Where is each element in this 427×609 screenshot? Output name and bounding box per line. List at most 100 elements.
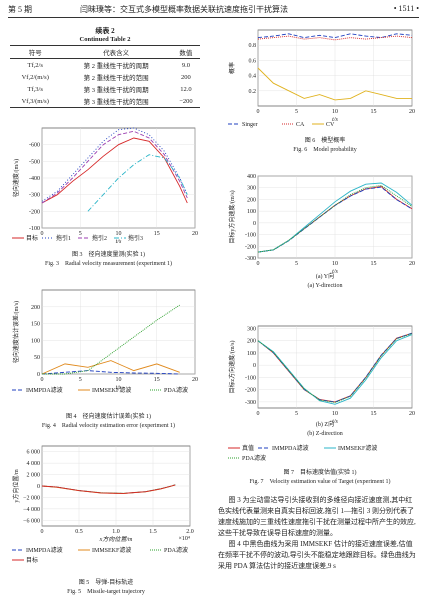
y-tick-label: 400 bbox=[247, 174, 256, 180]
table-block: 续表 2 Continued Table 2 符号 代表含义 数值 Tf,2/s 第 2… bbox=[10, 26, 200, 108]
table-cell: Tf,2/s bbox=[27, 61, 43, 69]
figure-caption: (a) Y向 bbox=[316, 272, 334, 280]
y-tick-label: -100 bbox=[29, 226, 40, 232]
x-axis-label: t/s bbox=[332, 117, 338, 123]
x-tick-label: 0 bbox=[257, 261, 260, 267]
y-tick-label: 200 bbox=[31, 305, 40, 311]
series-line bbox=[41, 370, 180, 375]
y-tick-label: 0.6 bbox=[249, 58, 257, 64]
x-tick-label: 15 bbox=[154, 231, 160, 237]
y-tick-label: -600 bbox=[29, 143, 40, 149]
table-cell: 9.0 bbox=[181, 61, 190, 69]
figure-caption-en: Fig. 7 Velocity estimation value of Targ… bbox=[250, 478, 391, 485]
y-tick-label: -200 bbox=[29, 209, 40, 215]
figure-caption: 图 3 径向速度量测(实验 1) bbox=[72, 250, 145, 258]
figure-caption: 图 5 导弹-目标轨迹 bbox=[79, 578, 134, 586]
series-line bbox=[42, 304, 180, 375]
y-tick-label: 300 bbox=[247, 326, 256, 332]
legend-label: Singer bbox=[242, 122, 258, 128]
series-line bbox=[257, 33, 413, 39]
y-tick-label: -300 bbox=[245, 400, 256, 406]
y-tick-label: 0 bbox=[253, 221, 256, 227]
x-tick-label: 15 bbox=[371, 261, 377, 267]
paragraph: 图 4 中黑色曲线为采用 IMMSEKF 估计的接近速度误差,估值在频率干扰不停… bbox=[218, 540, 416, 570]
table-row: Vf,3/(m/s) 第 3 重线性干扰的范围 −200 bbox=[10, 95, 200, 108]
y-tick-label: 0.2 bbox=[249, 89, 257, 95]
legend-label: CA bbox=[296, 122, 305, 128]
y-tick-label: 100 bbox=[247, 209, 256, 215]
y-axis-label: 目标y方向速度/(m/s) bbox=[228, 190, 236, 243]
x-tick-label: 20 bbox=[192, 377, 198, 383]
legend-label: 真值 bbox=[242, 444, 254, 452]
table-cell: 200 bbox=[181, 73, 191, 81]
x-tick-label: 10 bbox=[116, 231, 122, 237]
legend-label: 目标 bbox=[26, 234, 38, 242]
y-axis-label: 概率 bbox=[228, 62, 236, 74]
legend-label: PDA滤波 bbox=[164, 386, 188, 394]
x-tick-label: 20 bbox=[409, 109, 415, 115]
y-tick-label: 0.4 bbox=[249, 74, 257, 80]
figure-caption: 图 6 模型概率 bbox=[305, 136, 346, 144]
series-line bbox=[41, 484, 176, 494]
table-cell: Tf,3/s bbox=[27, 85, 43, 93]
x-tick-label: 20 bbox=[409, 261, 415, 267]
table-header-cell: 数值 bbox=[179, 50, 193, 57]
y-tick-label: 0 bbox=[253, 363, 256, 369]
y-tick-label: −4 000 bbox=[23, 507, 40, 513]
body-text: 图 3 为尘动雷达导引头接收到的多维径向接近速度测,其中红色实线代表量测来自真实… bbox=[218, 495, 418, 572]
table-header-cell: 符号 bbox=[28, 50, 42, 57]
x-tick-label: 1.0 bbox=[112, 529, 120, 535]
series-line bbox=[41, 127, 188, 202]
figure-caption: (b) Z向 bbox=[316, 420, 334, 428]
running-title: 闫昧璞等：交互式多模型概率数据关联抗速度拖引干扰算法 bbox=[80, 5, 288, 14]
y-tick-label: 0 bbox=[37, 372, 40, 378]
table-row: Tf,3/s 第 3 重线性干扰的周期 12.0 bbox=[10, 83, 200, 95]
y-tick-label: −6 000 bbox=[23, 518, 40, 524]
series-line bbox=[41, 484, 176, 494]
legend-label: 拖引1 bbox=[56, 234, 71, 242]
y-tick-label: -500 bbox=[29, 159, 40, 165]
series-line bbox=[41, 130, 188, 204]
table-cell: 12.0 bbox=[180, 85, 192, 93]
y-tick-label: 4 000 bbox=[27, 461, 41, 467]
x-tick-label: 20 bbox=[192, 231, 198, 237]
x-axis-label: t/s bbox=[332, 269, 338, 275]
y-tick-label: -100 bbox=[245, 233, 256, 239]
y-tick-label: -300 bbox=[29, 193, 40, 199]
series-line bbox=[41, 360, 180, 375]
x-tick-label: 5 bbox=[79, 377, 82, 383]
figure-caption-en: Fig. 4 Radial velocity estimation error … bbox=[42, 422, 175, 429]
series-line bbox=[257, 67, 412, 101]
y-tick-label: 100 bbox=[31, 338, 40, 344]
legend-label: IMMSEKF滤波 bbox=[338, 444, 377, 452]
y-tick-label: 100 bbox=[247, 351, 256, 357]
legend-label: CV bbox=[326, 122, 335, 128]
table: 符号 代表含义 数值 Tf,2/s 第 2 重线性干扰的周期 9.0 Vf,2/(m/s) 第… bbox=[10, 45, 200, 108]
table-cell: 第 2 重线性干扰的周期 bbox=[83, 63, 149, 70]
x-tick-label: 5 bbox=[295, 109, 298, 115]
legend-label: IMMPDA滤波 bbox=[272, 444, 309, 452]
legend-label: 拖引2 bbox=[92, 234, 107, 242]
x-tick-label: 1.5 bbox=[149, 529, 157, 535]
y-axis-label: y方向位置/m bbox=[12, 469, 20, 503]
y-tick-label: -200 bbox=[245, 244, 256, 250]
x-tick-label: 5 bbox=[295, 261, 298, 267]
figure-caption-en: (a) Y-direction bbox=[308, 282, 343, 289]
table-header-cell: 代表含义 bbox=[103, 50, 130, 57]
y-tick-label: 150 bbox=[31, 322, 40, 328]
y-tick-label: -300 bbox=[245, 256, 256, 262]
series-line bbox=[41, 137, 188, 204]
legend-label: IMMSEKF滤波 bbox=[92, 546, 131, 554]
y-axis-label: 目标z方向速度/(m/s) bbox=[228, 341, 236, 394]
y-tick-label: 6 000 bbox=[27, 450, 41, 456]
table-cell: 第 3 重线性干扰的周期 bbox=[83, 87, 149, 94]
y-tick-label: -400 bbox=[29, 176, 40, 182]
x-tick-label: 15 bbox=[371, 109, 377, 115]
table-title: 续表 2 bbox=[95, 27, 115, 35]
table-cell: −200 bbox=[179, 97, 193, 105]
table-cell: 第 2 重线性干扰的范围 bbox=[83, 75, 149, 82]
x-tick-label: 15 bbox=[154, 377, 160, 383]
y-tick-label: 0.8 bbox=[249, 43, 257, 49]
